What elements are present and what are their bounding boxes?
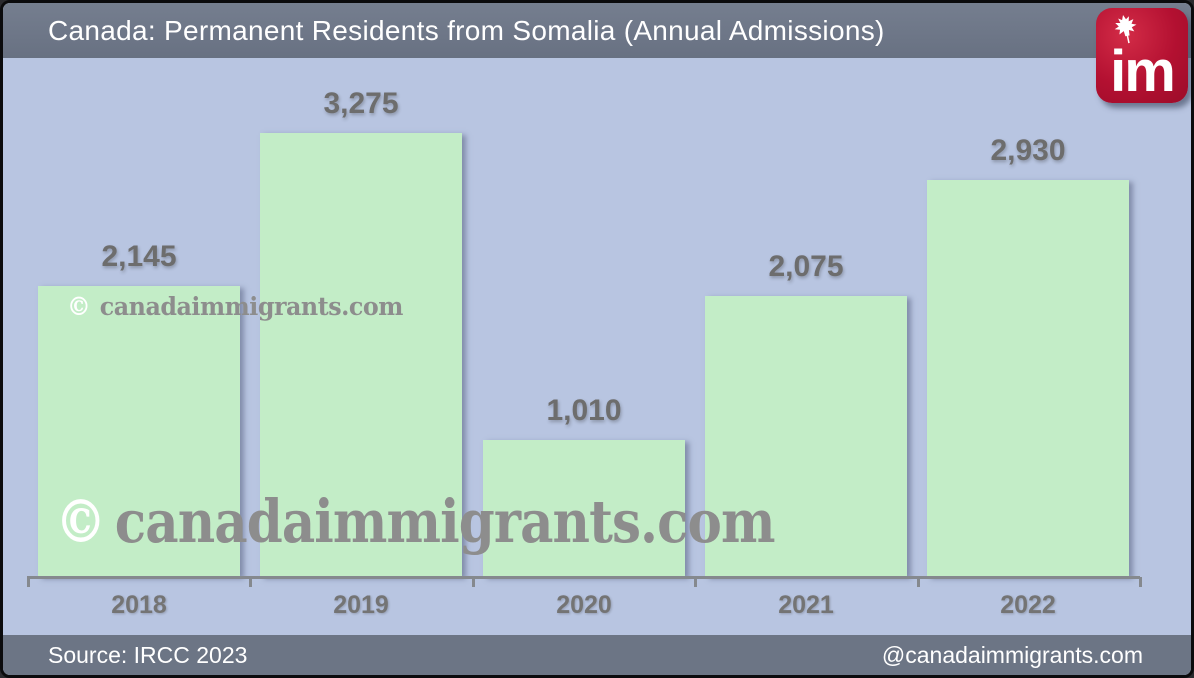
- maple-leaf-icon: [1114, 14, 1137, 44]
- source-text: Source: IRCC 2023: [48, 641, 248, 668]
- logo-text: im: [1110, 39, 1176, 104]
- value-label-2019: 3,275: [323, 87, 399, 120]
- x-axis-line: [27, 576, 1140, 579]
- value-label-2020: 1,010: [546, 394, 622, 427]
- axis-tick: [249, 577, 252, 587]
- value-label-2018: 2,145: [101, 240, 177, 273]
- chart-layer: 2,145 2018 3,275 2019 1,010 2020 2,075 2021 2,93…: [3, 3, 1191, 675]
- value-label-2021: 2,075: [768, 250, 844, 283]
- category-label-2021: 2021: [778, 591, 834, 619]
- page-title: Canada: Permanent Residents from Somalia…: [48, 15, 885, 46]
- category-label-2018: 2018: [111, 591, 167, 619]
- category-label-2022: 2022: [1000, 591, 1056, 619]
- watermark-large: © canadaimmigrants.com: [55, 487, 775, 557]
- header-bar: Canada: Permanent Residents from Somalia…: [3, 3, 1191, 58]
- bar-2022: [927, 180, 1129, 577]
- watermark-small: © canadaimmigrants.com: [67, 292, 403, 321]
- bar-2021: [705, 296, 907, 577]
- bar-2020: [483, 440, 685, 577]
- watermark-text: canadaimmigrants.com: [99, 292, 404, 321]
- footer-bar: Source: IRCC 2023 @canadaimmigrants.com: [3, 635, 1191, 675]
- bar-2019: [260, 133, 462, 577]
- axis-tick: [472, 577, 475, 587]
- watermark-text: canadaimmigrants.com: [114, 487, 776, 557]
- category-label-2019: 2019: [333, 591, 389, 619]
- site-logo: im: [1096, 8, 1188, 103]
- value-label-2022: 2,930: [990, 134, 1066, 167]
- axis-tick: [27, 577, 30, 587]
- copyright-icon: ©: [55, 487, 107, 557]
- category-label-2020: 2020: [556, 591, 612, 619]
- copyright-icon: ©: [67, 292, 91, 321]
- axis-tick: [1139, 577, 1142, 587]
- axis-tick: [917, 577, 920, 587]
- bar-2018: [38, 286, 240, 577]
- axis-tick: [694, 577, 697, 587]
- handle-text: @canadaimmigrants.com: [881, 641, 1143, 668]
